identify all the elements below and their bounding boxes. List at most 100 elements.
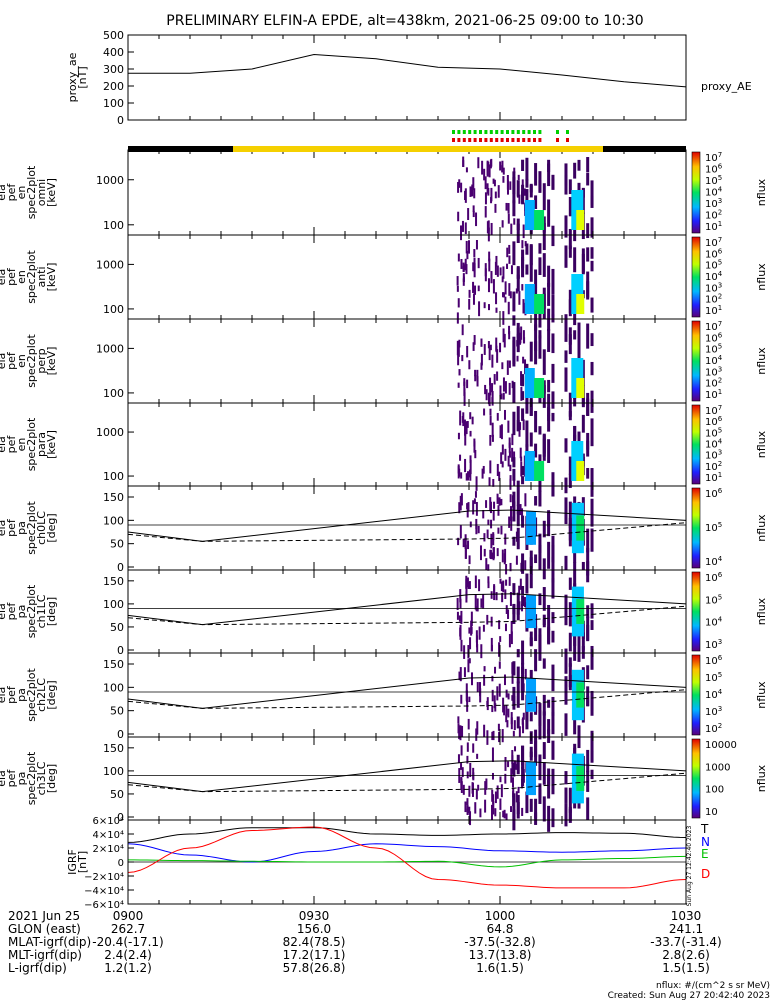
pixel-ch2-23	[522, 722, 525, 734]
pixel-ch3-115	[586, 770, 590, 792]
cbar-tick-exp-perp-5: 2	[718, 377, 722, 385]
cbar-tick-exp-ch2-3: 3	[718, 705, 722, 713]
pixel-ch0-60	[501, 549, 504, 563]
pixel-perp-120	[590, 390, 594, 413]
quality-marker-red-6	[484, 138, 488, 142]
pixel-para-70	[512, 468, 516, 481]
pixel-omni-119	[590, 217, 594, 238]
pixel-omni-24	[475, 212, 478, 227]
pixel-perp-42	[519, 332, 522, 345]
pixel-ch0-69	[521, 508, 524, 522]
pixel-ch0-73	[516, 527, 520, 550]
orbit-bar	[128, 130, 686, 152]
blob-perp-0	[524, 368, 535, 398]
pixel-perp-95	[547, 329, 551, 352]
pixel-omni-50	[462, 160, 465, 167]
mlt-3: 2.8(2.6)	[662, 948, 710, 962]
pixel-anti-4	[456, 276, 459, 286]
cbar-tick-perp-6: 101	[705, 388, 722, 401]
pixel-anti-52	[472, 281, 475, 293]
pixel-ch3-94	[547, 805, 551, 832]
pixel-ch2-49	[492, 730, 495, 741]
pixel-omni-92	[542, 183, 546, 211]
pixel-anti-54	[462, 276, 465, 282]
cbar-tick-exp-anti-5: 2	[718, 293, 722, 301]
ylabel-ch3-2: pa	[15, 772, 28, 786]
pixel-ch1-52	[456, 611, 459, 620]
pixel-ch1-61	[476, 644, 479, 653]
pixel-ch2-16	[486, 730, 489, 745]
pixel-ch3-16	[502, 810, 505, 818]
pixel-anti-102	[564, 258, 568, 268]
pixel-para-95	[547, 407, 551, 416]
pixel-ch3-55	[514, 746, 517, 752]
pixel-anti-114	[581, 253, 585, 275]
cbar-tick-exp-anti-0: 7	[718, 236, 722, 244]
pixel-perp-69	[461, 324, 464, 336]
pixel-ch1-114	[581, 632, 585, 651]
pixel-para-46	[519, 447, 522, 459]
ylabel-omni-4: omni	[35, 179, 48, 206]
pixel-ch3-26	[499, 798, 502, 810]
pixel-ch0-62	[459, 525, 462, 539]
ytick-label-igrf-6: −6×10⁴	[84, 900, 124, 911]
pixel-ch2-43	[522, 712, 525, 720]
ylabel-ch1-2: pa	[15, 605, 28, 619]
pixel-ch1-85	[534, 649, 538, 672]
pixel-perp-62	[466, 379, 469, 389]
pixel-anti-63	[473, 263, 476, 278]
cbar-tick-exp-ch0-0: 6	[718, 487, 723, 495]
frame-ch1	[127, 569, 687, 654]
pixel-perp-25	[468, 360, 471, 370]
pixel-ch0-74	[516, 509, 520, 527]
xtick-label-3: 1030	[671, 909, 702, 923]
pixel-ch1-74	[516, 592, 520, 615]
cbar-tick-exp-omni-6: 1	[718, 220, 722, 228]
pixel-ch1-70	[512, 583, 516, 596]
cbar-label-ch2: nflux	[755, 681, 768, 709]
pixel-anti-29	[506, 247, 509, 258]
ytick-label-igrf-3: 0	[118, 858, 124, 869]
pixel-perp-28	[523, 337, 526, 344]
lval-1: 57.8(26.8)	[283, 961, 346, 975]
pixel-para-78	[521, 476, 525, 485]
pixel-ch0-19	[487, 564, 490, 571]
pixel-omni-46	[457, 211, 460, 222]
pixel-anti-5	[456, 285, 459, 292]
pixel-anti-62	[510, 265, 513, 275]
pixel-ch1-15	[501, 592, 504, 603]
pixel-ch0-27	[458, 502, 461, 514]
pixel-ch3-9	[505, 813, 508, 821]
pixel-ch0-37	[493, 501, 496, 509]
pixel-ch1-99	[551, 578, 555, 599]
pixel-ch0-49	[491, 552, 494, 560]
pixel-ch2-63	[483, 724, 486, 737]
pixel-para-120	[590, 418, 594, 447]
pixel-ch2-20	[457, 716, 460, 724]
pixel-ch1-7	[509, 591, 512, 606]
pixel-anti-69	[507, 301, 510, 315]
blob-para-1	[534, 461, 545, 481]
pixel-ch1-34	[465, 579, 468, 589]
ylabel-perp-2: en	[15, 354, 28, 368]
ytick-label-anti-1: 100	[103, 303, 124, 316]
cbar-tick-exp-ch1-2: 4	[718, 616, 723, 624]
pixel-ch1-57	[499, 578, 502, 584]
pixel-anti-28	[509, 291, 512, 299]
ytick-label-perp-0: 1000	[96, 342, 124, 355]
quality-marker-green-6	[484, 130, 488, 134]
pixel-ch2-58	[521, 718, 524, 725]
pixel-para-117	[586, 440, 590, 457]
ylabel-ch0-2: pa	[15, 521, 28, 535]
pixel-ch1-93	[542, 614, 546, 626]
pixel-perp-11	[520, 371, 523, 386]
pixel-ch0-105	[568, 501, 572, 529]
pixel-perp-5	[461, 355, 464, 362]
pixel-ch3-54	[512, 787, 515, 798]
pixel-ch2-22	[498, 683, 501, 697]
pixel-perp-116	[586, 323, 590, 349]
pixel-anti-22	[487, 278, 490, 293]
pixel-omni-35	[467, 208, 470, 221]
pixel-ch2-92	[542, 658, 546, 669]
